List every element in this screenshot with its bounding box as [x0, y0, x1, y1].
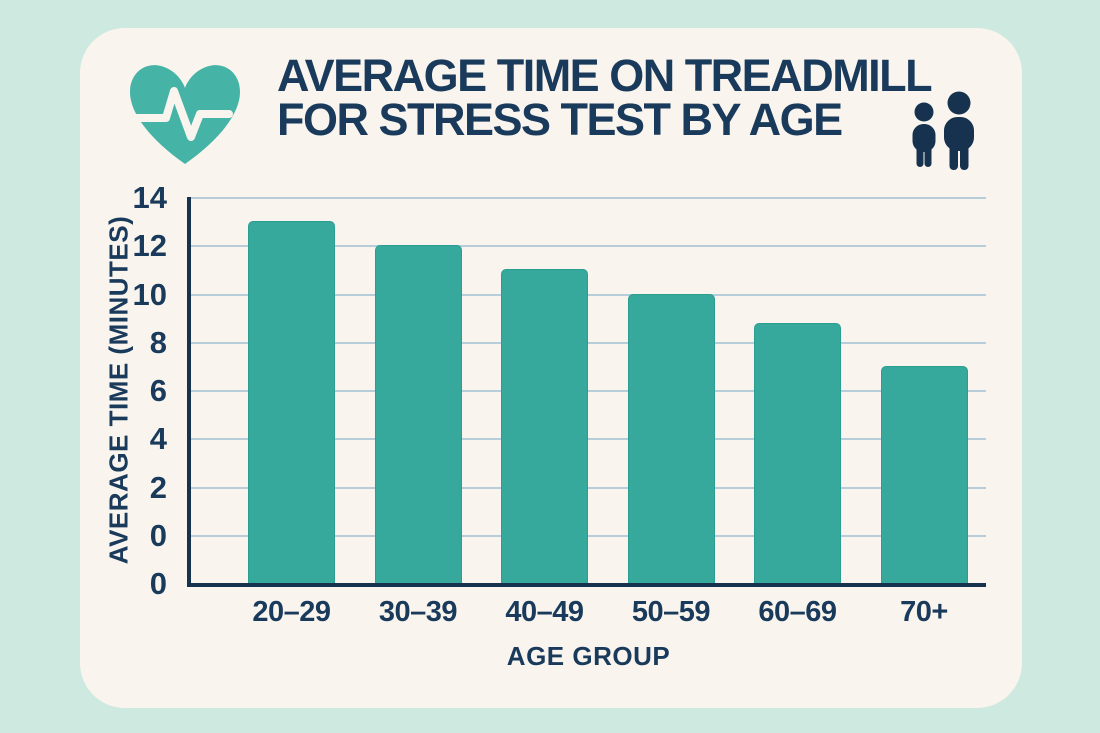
gridline	[191, 197, 986, 199]
y-tick-label: 14	[132, 180, 167, 215]
gridline	[191, 245, 986, 248]
title-line-2: FOR STRESS TEST BY AGE	[277, 94, 843, 145]
bar-20–29	[248, 221, 335, 583]
y-tick-label-baseline: 0	[149, 566, 167, 601]
bar-40–49	[501, 269, 588, 583]
page-title: AVERAGE TIME ON TREADMILL FOR STRESS TES…	[277, 50, 933, 145]
x-axis-title: AGE GROUP	[506, 641, 671, 671]
y-tick-label: 6	[149, 373, 167, 409]
gridline	[191, 486, 986, 489]
y-tick-label: 10	[132, 276, 167, 312]
gridline	[191, 438, 986, 441]
title-line-1: AVERAGE TIME ON TREADMILL	[277, 50, 933, 101]
y-tick-label: 0	[149, 518, 167, 553]
y-tick-label: 8	[149, 324, 167, 360]
gridline	[191, 293, 986, 296]
bar-30–39	[374, 245, 462, 583]
bar-50–59	[627, 293, 715, 583]
x-category-label: 40–49	[505, 596, 584, 628]
people-icon	[912, 91, 974, 170]
infographic-card: AVERAGE TIME ON TREADMILL FOR STRESS TES…	[80, 28, 1022, 708]
x-category-label: 60–69	[758, 596, 837, 628]
bar-70+	[880, 366, 968, 583]
x-category-label: 30–39	[378, 596, 458, 628]
x-category-label: 20–29	[252, 596, 331, 628]
x-category-label: 70+	[900, 596, 948, 628]
gridline	[191, 341, 986, 344]
x-category-label: 50–59	[631, 596, 711, 628]
y-tick-label: 4	[149, 421, 167, 457]
y-tick-label: 12	[132, 228, 167, 264]
heart-ekg-icon	[128, 65, 240, 164]
bar-60–69	[754, 322, 841, 583]
bar-chart-plot-area: AVERAGE TIME (MINUTES) AGE GROUP 14 12 10 8…	[104, 182, 986, 671]
gridline	[191, 390, 986, 393]
gridline	[191, 535, 986, 537]
y-tick-label: 2	[149, 469, 167, 505]
